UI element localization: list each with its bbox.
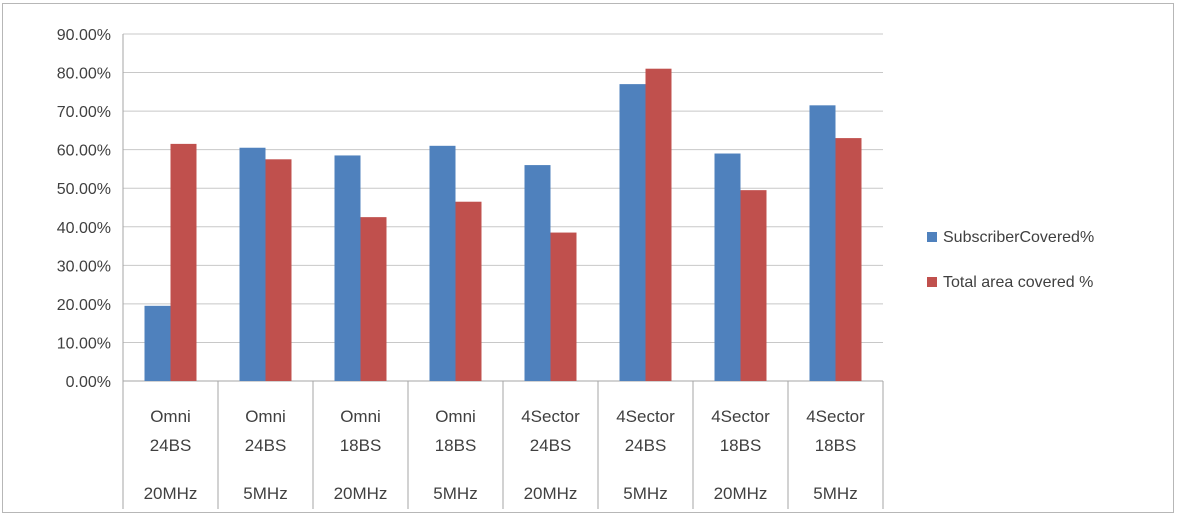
bar-subscriber-covered (809, 105, 836, 382)
legend-label: SubscriberCovered% (943, 229, 1094, 246)
category-label-line2: 18BS (720, 436, 762, 455)
bar-total-area-covered (550, 232, 577, 381)
bar-total-area-covered (645, 68, 672, 381)
category-label-line1: Omni (150, 407, 191, 426)
y-tick-label: 70.00% (57, 104, 111, 121)
category-label-line1: Omni (435, 407, 476, 426)
bar-subscriber-covered (239, 147, 266, 381)
category-label-line3: 5MHz (623, 484, 667, 503)
category-label-line3: 5MHz (433, 484, 477, 503)
category-label-line3: 20MHz (714, 484, 768, 503)
y-tick-label: 30.00% (57, 258, 111, 275)
y-tick-label: 20.00% (57, 297, 111, 314)
y-tick-label: 90.00% (57, 27, 111, 44)
category-label-line3: 5MHz (243, 484, 287, 503)
y-tick-label: 60.00% (57, 143, 111, 160)
category-label-line2: 18BS (815, 436, 857, 455)
category-label-line2: 24BS (245, 436, 287, 455)
category-label-line1: 4Sector (616, 407, 675, 426)
bar-total-area-covered (835, 138, 862, 381)
bar-total-area-covered (265, 159, 292, 381)
category-label-line1: Omni (340, 407, 381, 426)
y-tick-label: 40.00% (57, 220, 111, 237)
bar-subscriber-covered (429, 145, 456, 381)
bar-subscriber-covered (714, 153, 741, 381)
bar-total-area-covered (740, 190, 767, 381)
legend-swatch (927, 232, 937, 242)
y-tick-label: 10.00% (57, 335, 111, 352)
category-label-line2: 24BS (625, 436, 667, 455)
category-label-line1: Omni (245, 407, 286, 426)
category-label-line2: 24BS (150, 436, 192, 455)
category-label-line1: 4Sector (711, 407, 770, 426)
bar-subscriber-covered (619, 84, 646, 381)
bar-total-area-covered (455, 201, 482, 381)
chart-frame: 0.00% 10.00% 20.00% 30.00% 40.00% 50.00% 60.00… (2, 3, 1174, 513)
category-label-line3: 20MHz (334, 484, 388, 503)
y-tick-label: 0.00% (66, 374, 111, 391)
category-label-line2: 18BS (435, 436, 477, 455)
category-label-line2: 18BS (340, 436, 382, 455)
bar-total-area-covered (360, 217, 387, 381)
legend-label: Total area covered % (943, 274, 1093, 291)
category-label-line2: 24BS (530, 436, 572, 455)
bar-total-area-covered (170, 143, 197, 381)
bar-subscriber-covered (524, 165, 551, 381)
category-label-line3: 20MHz (144, 484, 198, 503)
bar-subscriber-covered (334, 155, 361, 381)
category-label-line1: 4Sector (521, 407, 580, 426)
y-tick-label: 50.00% (57, 181, 111, 198)
legend-swatch (927, 277, 937, 287)
category-label-line3: 5MHz (813, 484, 857, 503)
category-label-line3: 20MHz (524, 484, 578, 503)
y-tick-label: 80.00% (57, 66, 111, 83)
category-label-line1: 4Sector (806, 407, 865, 426)
bar-chart: 0.00% 10.00% 20.00% 30.00% 40.00% 50.00% 60.00… (57, 27, 1094, 509)
bar-subscriber-covered (144, 305, 171, 381)
